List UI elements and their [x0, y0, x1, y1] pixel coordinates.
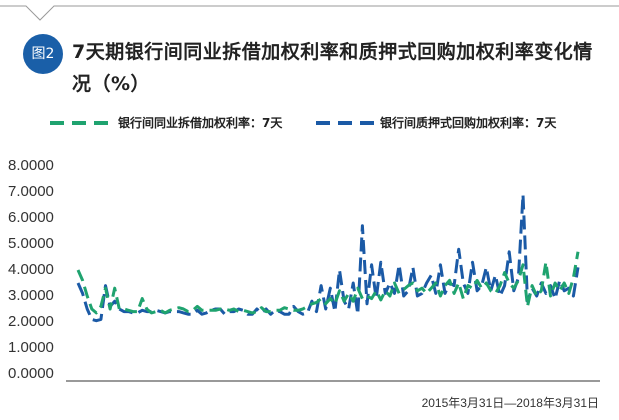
y-tick-label: 4.0000: [8, 261, 54, 278]
y-tick-label: 0.0000: [8, 365, 54, 382]
chart-title: 7天期银行间同业拆借加权利率和质押式回购加权利率变化情况（%）: [72, 41, 593, 95]
y-tick-label: 8.0000: [8, 157, 54, 174]
y-tick-label: 3.0000: [8, 287, 54, 304]
legend-label-series2: 银行间质押式回购加权利率：7天: [380, 116, 557, 130]
y-tick-label: 1.0000: [8, 339, 54, 356]
date-range-note: 2015年3月31日—2018年3月31日: [421, 396, 599, 410]
series-line-1: [76, 251, 580, 315]
header-divider: [0, 5, 619, 21]
legend-swatch-series1: [50, 121, 110, 125]
figure-number-badge: 图2: [23, 34, 63, 74]
y-tick-label: 5.0000: [8, 235, 54, 252]
y-tick-label: 6.0000: [8, 209, 54, 226]
y-tick-label: 2.0000: [8, 313, 54, 330]
legend-swatch-series2: [316, 121, 376, 125]
legend-label-series1: 银行间同业拆借加权利率：7天: [118, 116, 283, 130]
y-tick-label: 7.0000: [8, 183, 54, 200]
